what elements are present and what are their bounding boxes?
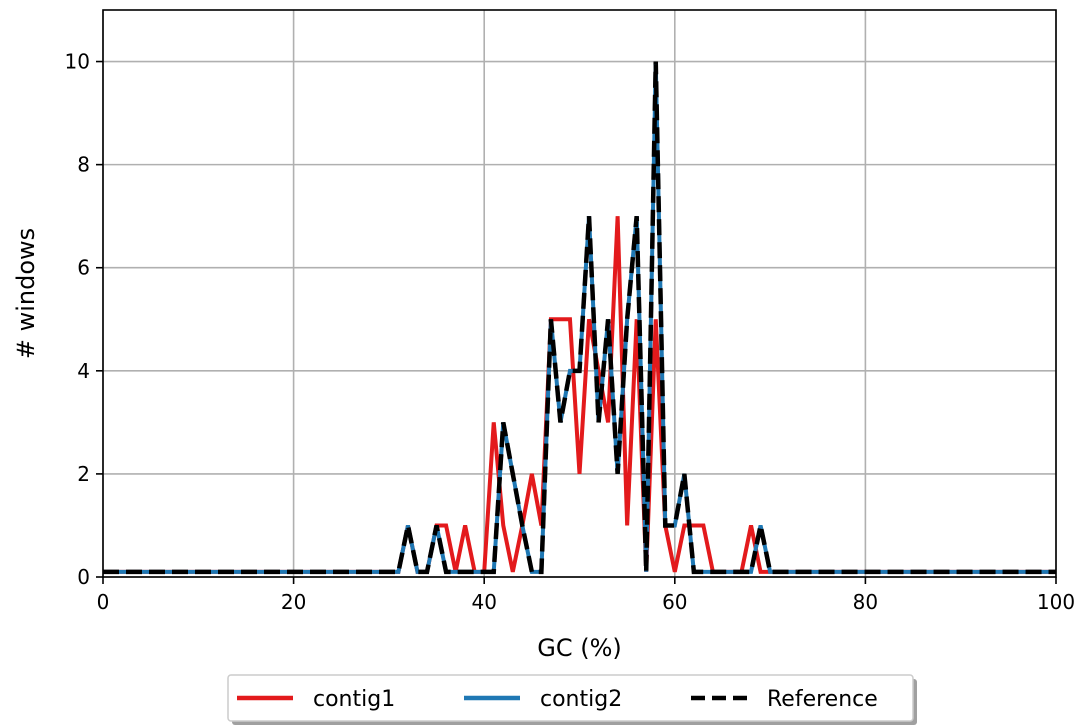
x-tick-label: 0 bbox=[97, 590, 110, 614]
grid bbox=[102, 10, 1057, 578]
x-axis-label: GC (%) bbox=[537, 634, 622, 662]
y-tick-label: 2 bbox=[77, 462, 90, 486]
tick-labels: 0 20 40 60 80 100 0 2 4 6 8 10 bbox=[65, 50, 1076, 614]
legend-label-reference: Reference bbox=[767, 687, 878, 712]
x-tick-label: 40 bbox=[471, 590, 496, 614]
legend-box bbox=[227, 674, 914, 722]
legend: contig1 contig2 Reference bbox=[227, 674, 917, 725]
y-tick-label: 0 bbox=[77, 565, 90, 589]
y-tick-label: 6 bbox=[77, 256, 90, 280]
x-tick-label: 60 bbox=[662, 590, 687, 614]
y-tick-label: 10 bbox=[65, 50, 90, 74]
legend-label-contig1: contig1 bbox=[313, 687, 395, 712]
ticks bbox=[96, 60, 1057, 584]
x-tick-label: 20 bbox=[281, 590, 306, 614]
series-line-contig1 bbox=[103, 216, 1056, 574]
x-tick-label: 100 bbox=[1037, 590, 1075, 614]
y-tick-label: 4 bbox=[77, 359, 90, 383]
y-axis-label: # windows bbox=[12, 228, 40, 359]
plot-lines bbox=[103, 61, 1056, 575]
x-tick-label: 80 bbox=[853, 590, 878, 614]
plot-frame bbox=[102, 9, 1057, 578]
series-line-reference bbox=[103, 61, 1056, 575]
series-line-contig2 bbox=[103, 61, 1056, 574]
y-tick-label: 8 bbox=[77, 153, 90, 177]
legend-label-contig2: contig2 bbox=[540, 687, 622, 712]
